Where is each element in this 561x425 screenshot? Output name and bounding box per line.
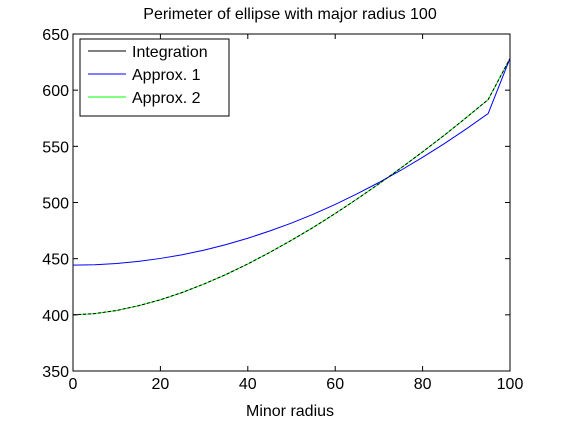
x-tick-label: 0 bbox=[69, 376, 78, 393]
x-tick-label: 80 bbox=[414, 376, 432, 393]
y-tick-label: 550 bbox=[42, 139, 69, 156]
x-tick-label: 40 bbox=[239, 376, 257, 393]
x-tick-label: 20 bbox=[152, 376, 170, 393]
chart-title: Perimeter of ellipse with major radius 1… bbox=[143, 6, 437, 23]
legend: Integration Approx. 1 Approx. 2 bbox=[80, 39, 229, 116]
y-tick-label: 350 bbox=[42, 364, 69, 381]
y-tick-label: 650 bbox=[42, 27, 69, 44]
x-tick-label: 100 bbox=[497, 376, 524, 393]
legend-label: Approx. 1 bbox=[132, 67, 201, 84]
legend-label: Integration bbox=[132, 44, 208, 61]
y-tick-label: 500 bbox=[42, 196, 69, 213]
y-tick-label: 400 bbox=[42, 308, 69, 325]
y-tick-label: 450 bbox=[42, 252, 69, 269]
legend-label: Approx. 2 bbox=[132, 90, 201, 107]
x-axis-label: Minor radius bbox=[246, 403, 334, 420]
x-tick-label: 60 bbox=[326, 376, 344, 393]
y-tick-label: 600 bbox=[42, 83, 69, 100]
